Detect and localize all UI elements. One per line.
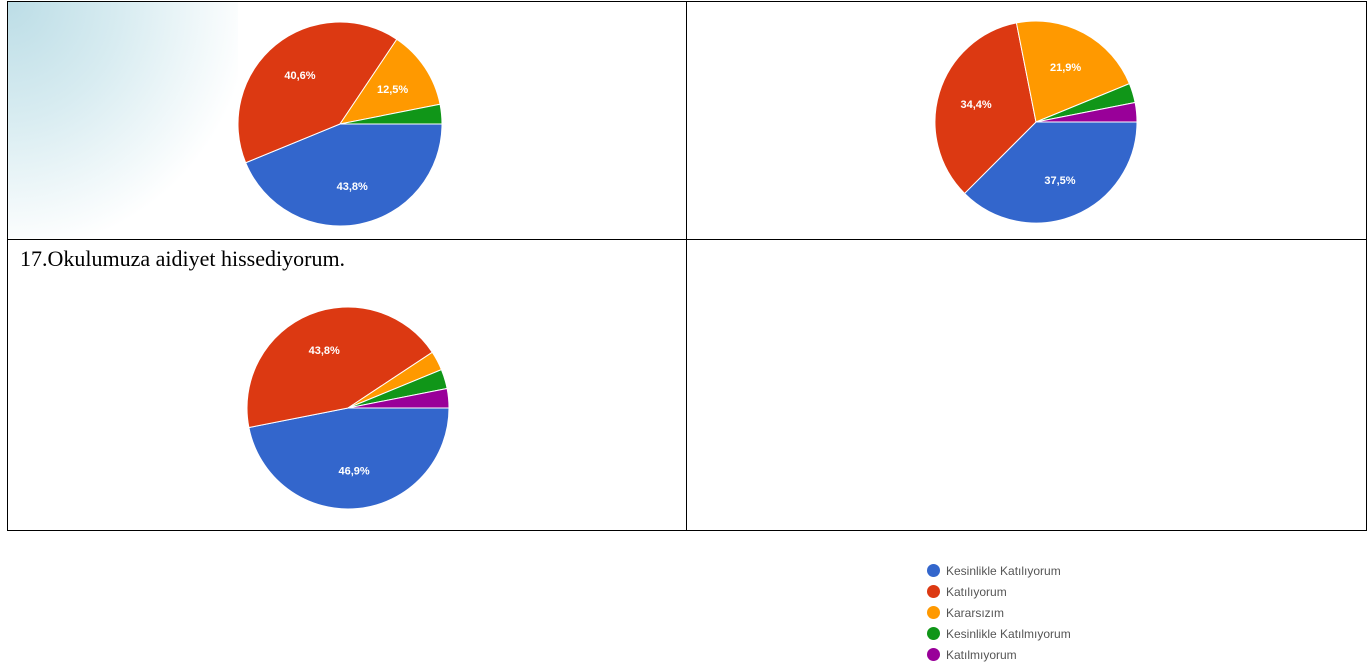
legend-dot-icon bbox=[927, 606, 940, 619]
pie-slice bbox=[338, 38, 441, 125]
row-divider bbox=[8, 239, 1366, 240]
legend-item: Katılıyorum bbox=[927, 581, 1071, 602]
slice-percent-label: 46,9% bbox=[338, 465, 369, 477]
legend-item: Kararsızım bbox=[927, 602, 1071, 623]
column-divider bbox=[686, 2, 687, 530]
slice-percent-label: 21,9% bbox=[1050, 62, 1081, 74]
slice-percent-label: 40,6% bbox=[284, 70, 315, 82]
layout-table: 43,8% 40,6% 12,5% 37,5% 34,4% 21,9% 46,9% 43,… bbox=[7, 1, 1367, 662]
legend-label: Kesinlikle Katılıyorum bbox=[946, 563, 1061, 578]
pie-slice bbox=[963, 121, 1138, 224]
pie-chart-1: 43,8% 40,6% 12,5% bbox=[237, 21, 443, 227]
legend-item: Kesinlikle Katılıyorum bbox=[927, 560, 1071, 581]
cell-bottom-right: Kesinlikle Katılıyorum Katılıyorum Karar… bbox=[687, 240, 1366, 662]
legend-dot-icon bbox=[927, 564, 940, 577]
legend-label: Kararsızım bbox=[946, 605, 1005, 620]
legend-dot-icon bbox=[927, 648, 940, 661]
pie-slice bbox=[934, 22, 1037, 195]
pie-slice bbox=[244, 123, 443, 227]
cell-bottom-left: 46,9% 43,8% bbox=[8, 240, 686, 530]
pie-chart-3: 46,9% 43,8% bbox=[246, 306, 450, 510]
legend-label: Katılıyorum bbox=[946, 584, 1007, 599]
pie-slice bbox=[246, 306, 433, 429]
slice-percent-label: 34,4% bbox=[960, 99, 991, 111]
pie-slice bbox=[339, 103, 443, 125]
legend-dot-icon bbox=[927, 627, 940, 640]
pie-chart-2: 37,5% 34,4% 21,9% bbox=[934, 20, 1138, 224]
pie-slice bbox=[248, 407, 450, 510]
pie-slice bbox=[347, 387, 450, 409]
pie-slice bbox=[1035, 101, 1138, 123]
slice-percent-label: 43,8% bbox=[309, 345, 340, 357]
slice-percent-label: 43,8% bbox=[337, 181, 368, 193]
question-text: 17.Okulumuza aidiyet hissediyorum. bbox=[20, 246, 346, 271]
cell-top-right: 37,5% 34,4% 21,9% bbox=[687, 2, 1366, 239]
corner-gradient bbox=[8, 2, 238, 238]
legend-label: Katılmıyorum bbox=[946, 647, 1017, 662]
legend-dot-icon bbox=[927, 585, 940, 598]
chart-legend: Kesinlikle Katılıyorum Katılıyorum Karar… bbox=[927, 560, 1071, 665]
slice-percent-label: 12,5% bbox=[377, 84, 408, 96]
legend-item: Katılmıyorum bbox=[927, 644, 1071, 665]
legend-item: Kesinlikle Katılmıyorum bbox=[927, 623, 1071, 644]
pie-slice bbox=[237, 21, 398, 164]
slice-percent-label: 37,5% bbox=[1044, 175, 1075, 187]
pie-slice bbox=[1015, 20, 1131, 123]
legend-label: Kesinlikle Katılmıyorum bbox=[946, 626, 1071, 641]
cell-top-left: 43,8% 40,6% 12,5% bbox=[8, 2, 686, 239]
